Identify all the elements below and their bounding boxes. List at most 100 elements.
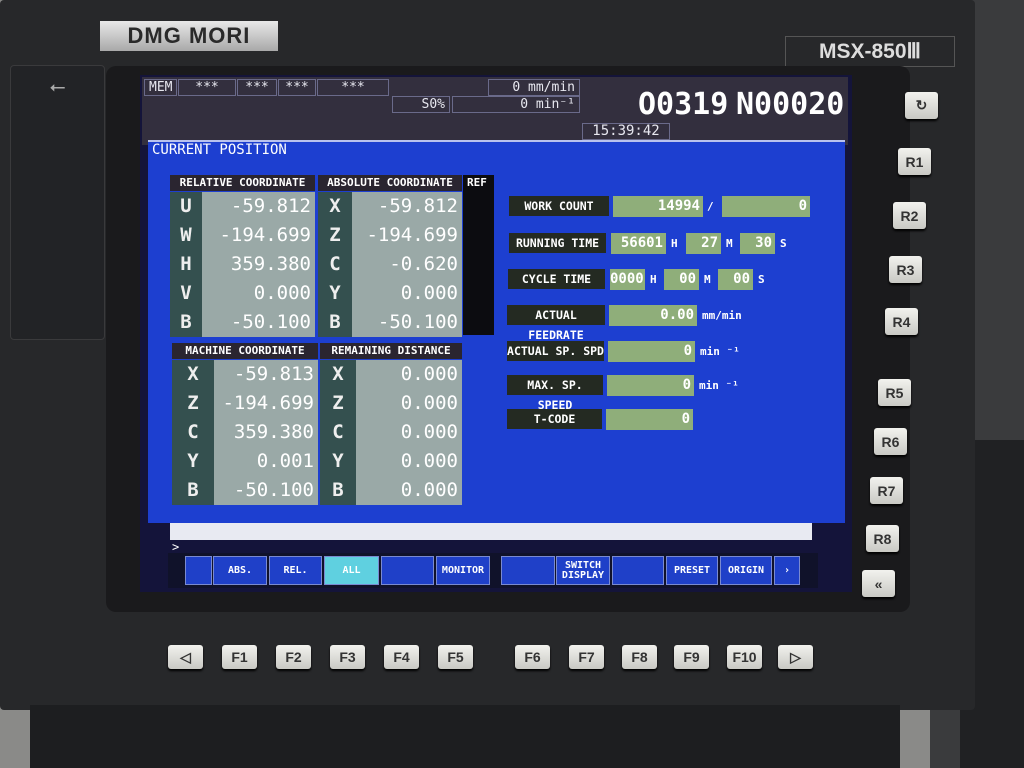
function-key-f7[interactable]: F7 (569, 645, 604, 669)
axis-label: Y (332, 450, 344, 472)
cycle-time-label: CYCLE TIME (508, 269, 605, 289)
axis-label: W (180, 224, 192, 246)
function-key-f2[interactable]: F2 (276, 645, 311, 669)
right-key-r1[interactable]: R1 (898, 148, 931, 175)
axis-value: -59.812 (230, 195, 311, 217)
softkey-origin[interactable]: ORIGIN (720, 556, 772, 585)
axis-value: 0.000 (400, 282, 458, 304)
axis-label: C (187, 421, 199, 443)
axis-label: B (180, 311, 192, 333)
axis-label: B (329, 311, 341, 333)
running-hours: 56601 (611, 233, 666, 254)
softkey-rel[interactable]: REL. (269, 556, 322, 585)
absolute-axis-column (318, 192, 352, 337)
right-key-r7[interactable]: R7 (870, 477, 903, 504)
right-key-r2[interactable]: R2 (893, 202, 926, 229)
function-key-f5[interactable]: F5 (438, 645, 473, 669)
axis-label: Y (187, 450, 199, 472)
unit: M (726, 237, 733, 250)
status-field: *** (278, 79, 316, 96)
softkey-all[interactable]: ALL (324, 556, 379, 585)
softkey-blank[interactable] (381, 556, 434, 585)
max-spindle-label: MAX. SP. SPEED (507, 375, 603, 412)
function-key-f4[interactable]: F4 (384, 645, 419, 669)
function-key-f3[interactable]: F3 (330, 645, 365, 669)
axis-value: 0.000 (400, 479, 458, 501)
work-count-target: 0 (722, 196, 810, 217)
unit: H (650, 273, 657, 286)
feedrate-value: 0.00 (609, 305, 697, 326)
right-key-r4[interactable]: R4 (885, 308, 918, 335)
usb-port-cover[interactable]: ⭠ (10, 65, 105, 340)
status-header: MEM *** *** *** *** 0 mm/min S0% 0 min⁻¹… (142, 77, 848, 145)
axis-value: 0.000 (400, 421, 458, 443)
softkey-next[interactable]: › (774, 556, 800, 585)
running-seconds: 30 (740, 233, 775, 254)
softkey-switch-display[interactable]: SWITCH DISPLAY (556, 556, 610, 585)
machine-value-column (214, 360, 318, 505)
axis-label: X (329, 195, 341, 217)
axis-label: B (187, 479, 199, 501)
remaining-coordinate-title: REMAINING DISTANCE (320, 343, 462, 359)
absolute-coordinate-title: ABSOLUTE COORDINATE (318, 175, 462, 191)
t-code-label: T-CODE (507, 409, 602, 429)
work-count-value: 14994 (613, 196, 703, 217)
function-key-f9[interactable]: F9 (674, 645, 709, 669)
cycle-minutes: 00 (664, 269, 699, 290)
separator: / (707, 200, 714, 213)
next-page-key[interactable]: ▷ (778, 645, 813, 669)
softkey-blank[interactable] (185, 556, 212, 585)
command-input[interactable] (170, 523, 812, 540)
axis-label: H (180, 253, 192, 275)
axis-value: -59.812 (377, 195, 458, 217)
t-code-value: 0 (606, 409, 693, 430)
axis-label: B (332, 479, 344, 501)
axis-label: V (180, 282, 192, 304)
axis-value: 0.000 (400, 363, 458, 385)
axis-value: 359.380 (230, 253, 311, 275)
absolute-value-column (352, 192, 462, 337)
axis-value: -194.699 (222, 392, 314, 414)
axis-label: C (332, 421, 344, 443)
relative-coordinate-title: RELATIVE COORDINATE (170, 175, 315, 191)
softkey-monitor[interactable]: MONITOR (436, 556, 490, 585)
axis-value: -50.100 (233, 479, 314, 501)
axis-label: U (180, 195, 192, 217)
machine-axis-column (172, 360, 214, 505)
lower-panel (30, 705, 900, 768)
status-field: *** (317, 79, 389, 96)
axis-value: 0.001 (256, 450, 314, 472)
mode-indicator: MEM (144, 79, 178, 96)
axis-value: 359.380 (233, 421, 314, 443)
softkey-blank[interactable] (612, 556, 664, 585)
spindle-readout: 0 min⁻¹ (452, 96, 580, 113)
back-key[interactable]: « (862, 570, 895, 597)
softkey-abs[interactable]: ABS. (213, 556, 267, 585)
function-key-f10[interactable]: F10 (727, 645, 762, 669)
feedrate-readout: 0 mm/min (488, 79, 580, 96)
clock: 15:39:42 (582, 123, 670, 140)
function-key-f8[interactable]: F8 (622, 645, 657, 669)
right-key-r3[interactable]: R3 (889, 256, 922, 283)
softkey-preset[interactable]: PRESET (666, 556, 718, 585)
axis-value: -0.620 (389, 253, 458, 275)
axis-value: -59.813 (233, 363, 314, 385)
axis-label: Z (187, 392, 199, 414)
right-key-r8[interactable]: R8 (866, 525, 899, 552)
remaining-axis-column (320, 360, 356, 505)
axis-value: -50.100 (377, 311, 458, 333)
relative-axis-column (170, 192, 202, 337)
prev-page-key[interactable]: ◁ (168, 645, 203, 669)
status-field: *** (178, 79, 236, 96)
cycle-seconds: 00 (718, 269, 753, 290)
screen-title: CURRENT POSITION (152, 142, 287, 158)
work-count-label: WORK COUNT (509, 196, 609, 216)
function-key-f6[interactable]: F6 (515, 645, 550, 669)
axis-value: -194.699 (219, 224, 311, 246)
max-spindle-value: 0 (607, 375, 694, 396)
right-key-r6[interactable]: R6 (874, 428, 907, 455)
refresh-icon-key[interactable]: ↻ (905, 92, 938, 119)
right-key-r5[interactable]: R5 (878, 379, 911, 406)
function-key-f1[interactable]: F1 (222, 645, 257, 669)
softkey-blank[interactable] (501, 556, 555, 585)
